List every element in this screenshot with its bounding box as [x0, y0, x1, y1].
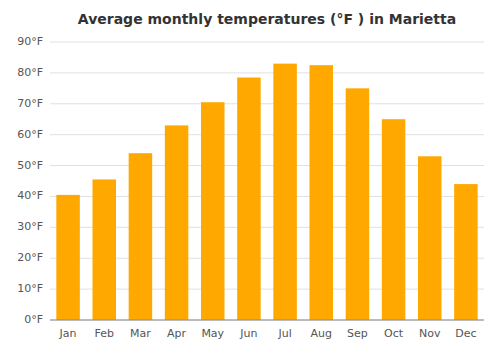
- chart-container: 0°F 10°F 20°F 30°F 40°F 50°F 60°F 70°F 80°F 90°F J…: [0, 0, 500, 350]
- y-tick-label: 80°F: [17, 66, 43, 79]
- chart-title: Average monthly temperatures (°F ) in Ma…: [78, 11, 456, 27]
- x-axis: Jan Feb Mar Apr May Jun Jul Aug Sep Oct Nov Dec: [50, 320, 484, 340]
- grid-line: [50, 320, 484, 321]
- x-tick-label: Aug: [311, 327, 332, 340]
- y-tick-label: 0°F: [24, 313, 43, 326]
- bar: [273, 64, 297, 320]
- x-tick-label: Mar: [130, 327, 151, 340]
- bar: [56, 195, 80, 320]
- y-tick-label: 50°F: [17, 159, 43, 172]
- x-tick-label: Sep: [347, 327, 368, 340]
- bar: [165, 125, 189, 320]
- chart-svg: 0°F 10°F 20°F 30°F 40°F 50°F 60°F 70°F 80°F 90°F J…: [0, 0, 500, 350]
- y-tick-label: 70°F: [17, 97, 43, 110]
- x-tick-label: Oct: [384, 327, 404, 340]
- bar: [129, 153, 153, 320]
- x-tick-label: Jun: [239, 327, 257, 340]
- y-tick-label: 40°F: [17, 189, 43, 202]
- y-tick-label: 20°F: [17, 251, 43, 264]
- bar: [454, 184, 478, 320]
- bar: [346, 88, 370, 320]
- x-axis-line: [50, 320, 484, 321]
- x-tick-label: Feb: [95, 327, 114, 340]
- grid: [50, 42, 484, 320]
- bar: [418, 156, 442, 320]
- y-tick-label: 90°F: [17, 35, 43, 48]
- bar: [309, 65, 333, 320]
- bars: [56, 64, 477, 320]
- bar: [92, 179, 116, 320]
- grid-line: [50, 103, 484, 104]
- y-tick-label: 60°F: [17, 128, 43, 141]
- x-tick-label: Jul: [277, 327, 291, 340]
- bar: [237, 78, 261, 320]
- x-tick-label: Jan: [59, 327, 77, 340]
- x-tick-label: Apr: [167, 327, 187, 340]
- grid-line: [50, 42, 484, 43]
- grid-line: [50, 72, 484, 73]
- y-tick-label: 30°F: [17, 220, 43, 233]
- y-tick-label: 10°F: [17, 282, 43, 295]
- x-tick-label: Dec: [455, 327, 476, 340]
- bar: [382, 119, 406, 320]
- bar: [201, 102, 225, 320]
- x-tick-label: Nov: [419, 327, 441, 340]
- grid-line: [50, 134, 484, 135]
- y-axis: 0°F 10°F 20°F 30°F 40°F 50°F 60°F 70°F 80°F 90°F: [17, 35, 43, 326]
- x-tick-label: May: [201, 327, 224, 340]
